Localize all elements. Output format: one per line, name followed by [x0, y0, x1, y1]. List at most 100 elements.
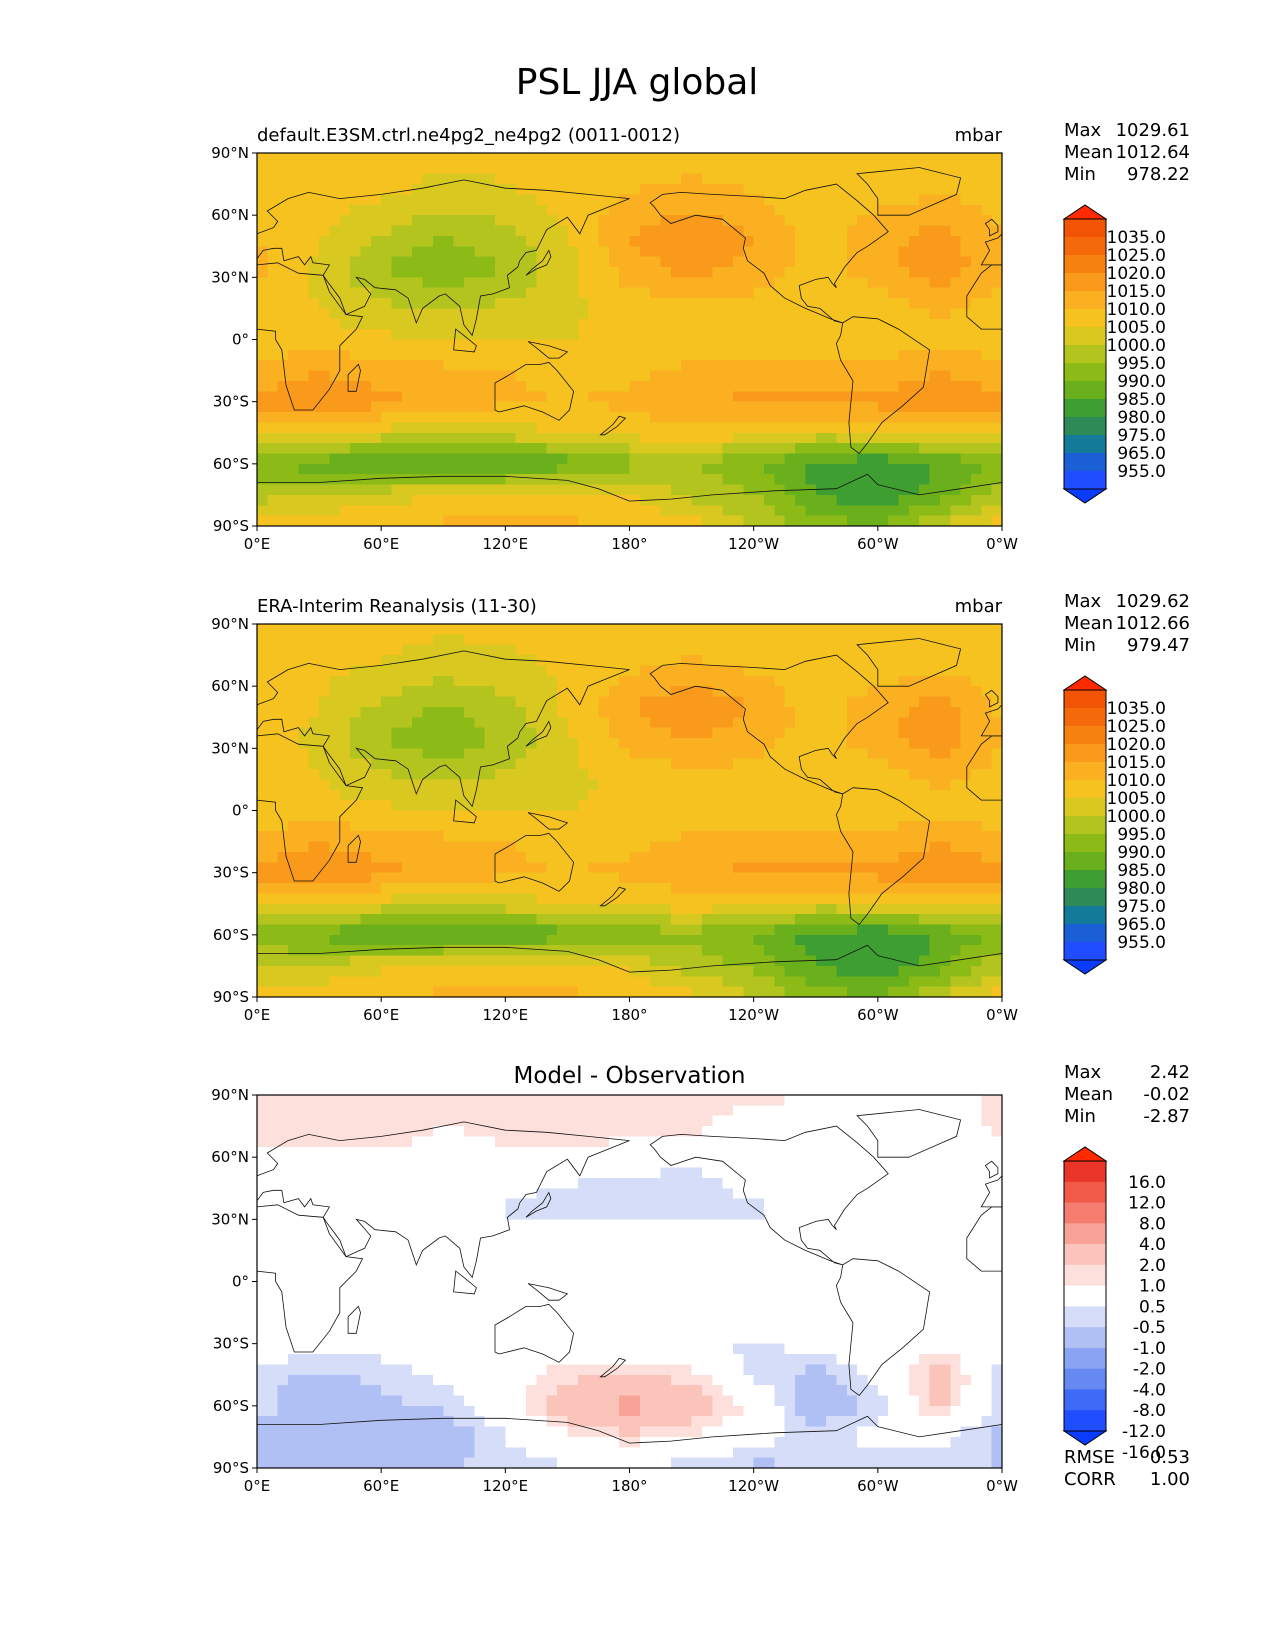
field-cell — [567, 624, 579, 635]
field-cell — [639, 686, 651, 698]
field-cell — [991, 453, 1003, 465]
field-cell — [391, 872, 403, 884]
field-cell — [546, 644, 558, 656]
colorbar-extend-high — [1062, 204, 1108, 220]
field-cell — [660, 706, 672, 718]
field-cell — [370, 360, 382, 372]
field-cell — [567, 934, 579, 946]
field-cell — [753, 903, 765, 915]
field-cell — [960, 339, 972, 351]
field-cell — [505, 329, 517, 341]
field-cell — [370, 298, 382, 310]
field-cell — [288, 215, 299, 227]
field-cell — [939, 851, 951, 863]
field-cell — [846, 655, 858, 667]
field-cell — [494, 391, 506, 403]
field-cell — [753, 349, 765, 361]
field-cell — [764, 412, 775, 423]
field-cell — [743, 872, 755, 884]
field-cell — [970, 800, 982, 812]
field-cell — [929, 360, 941, 372]
field-cell — [639, 401, 651, 413]
field-cell — [701, 820, 713, 832]
field-cell — [919, 453, 931, 465]
field-cell — [919, 789, 931, 801]
field-cell — [546, 412, 558, 423]
field-cell — [412, 277, 424, 289]
field-cell — [991, 505, 1003, 517]
field-cell — [267, 287, 279, 299]
field-cell — [526, 360, 537, 372]
field-cell — [329, 318, 341, 330]
field-cell — [288, 318, 299, 330]
field-cell — [908, 758, 920, 770]
field-cell — [712, 655, 724, 667]
field-cell — [939, 484, 951, 496]
field-cell — [277, 484, 289, 496]
field-cell — [774, 349, 786, 361]
field-cell — [277, 194, 289, 206]
field-cell — [319, 955, 331, 967]
field-cell — [288, 883, 299, 894]
field-cell — [805, 903, 817, 915]
field-cell — [360, 686, 372, 698]
field-cell — [588, 883, 600, 894]
field-cell — [619, 800, 631, 812]
field-cell — [432, 370, 444, 382]
field-cell — [329, 727, 341, 739]
field-cell — [991, 934, 1003, 946]
field-cell — [639, 194, 651, 206]
field-cell — [546, 515, 558, 527]
panel-title: default.E3SM.ctrl.ne4pg2_ne4pg2 (0011-00… — [257, 125, 680, 146]
field-cell — [370, 934, 382, 946]
field-cell — [846, 872, 858, 884]
field-cell — [867, 893, 879, 905]
field-cell — [484, 737, 496, 749]
field-cell — [588, 235, 600, 247]
field-cell — [588, 914, 600, 926]
field-cell — [463, 308, 475, 320]
field-cell — [764, 686, 775, 698]
field-cell — [681, 329, 693, 341]
field-cell — [588, 624, 600, 635]
field-cell — [329, 308, 341, 320]
field-cell — [877, 862, 889, 874]
field-cell — [639, 277, 651, 289]
field-cell — [919, 173, 931, 185]
field-cell — [484, 266, 496, 278]
field-cell — [350, 318, 362, 330]
field-cell — [391, 644, 403, 656]
field-cell — [329, 800, 341, 812]
field-cell — [691, 789, 703, 801]
field-cell — [412, 453, 424, 465]
field-cell — [588, 696, 600, 708]
field-cell — [877, 246, 889, 258]
field-cell — [370, 665, 382, 677]
field-cell — [494, 422, 506, 434]
field-cell — [650, 235, 662, 247]
field-cell — [981, 505, 993, 517]
field-cell — [846, 789, 858, 801]
field-cell — [836, 505, 848, 517]
field-cell — [743, 810, 755, 822]
field-cell — [484, 505, 496, 517]
field-cell — [391, 360, 403, 372]
field-cell — [919, 266, 931, 278]
field-cell — [422, 308, 434, 320]
field-cell — [360, 215, 372, 227]
field-cell — [929, 412, 941, 423]
field-cell — [877, 453, 889, 465]
field-cell — [370, 789, 382, 801]
field-cell — [598, 153, 610, 164]
field-cell — [474, 308, 486, 320]
field-cell — [774, 706, 786, 718]
field-model — [257, 153, 1003, 527]
field-cell — [888, 194, 900, 206]
field-cell — [422, 624, 434, 635]
field-cell — [257, 748, 268, 760]
field-cell — [991, 737, 1003, 749]
field-cell — [836, 831, 848, 843]
field-cell — [588, 432, 600, 444]
field-cell — [546, 308, 558, 320]
field-cell — [919, 153, 931, 164]
